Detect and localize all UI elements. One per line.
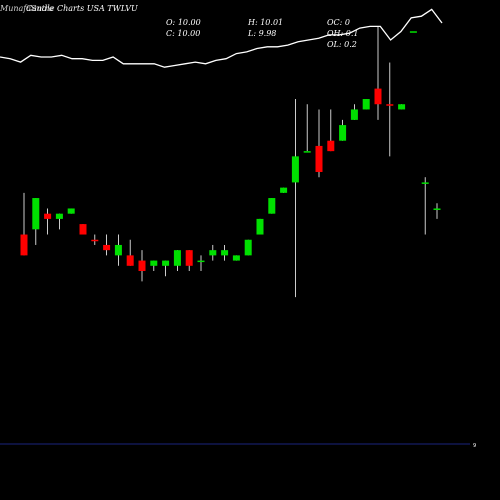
candle-body [339, 125, 347, 141]
axis-tick-label: 9 [473, 443, 476, 449]
ohlc-low: L: 9.98 [248, 28, 276, 40]
close-value: 10.00 [177, 29, 201, 38]
ohlc-ol: OL: 0.2 [327, 39, 357, 51]
title-brand: MunafaSutra [0, 4, 54, 13]
candle-body [327, 140, 335, 152]
candle-body [421, 182, 429, 184]
candle-body [398, 104, 406, 110]
title-text: Candle Charts USA TWLVU [26, 4, 138, 13]
high-label: H: [248, 18, 258, 27]
candle-body [409, 31, 417, 33]
open-label: O: [166, 18, 176, 27]
candle-body [221, 250, 229, 256]
high-value: 10.01 [260, 18, 284, 27]
candle-body [150, 260, 158, 266]
candle-body [280, 187, 288, 193]
candle-body [173, 250, 181, 266]
candle-body [79, 224, 87, 235]
candle-body [268, 198, 276, 214]
ohlc-close: C: 10.00 [166, 28, 200, 40]
oc-label: OC: [327, 18, 343, 27]
candle-body [232, 255, 240, 261]
candle-body [162, 260, 170, 266]
candle-body [55, 213, 63, 219]
candle-body [138, 260, 146, 272]
candle-body [91, 239, 99, 242]
ohlc-high: H: 10.01 [248, 17, 283, 29]
candle-body [67, 208, 75, 214]
candle-body [362, 99, 370, 110]
candle-body [20, 234, 28, 256]
candle-body [303, 151, 311, 153]
candle-body [126, 255, 134, 266]
close-label: C: [166, 29, 175, 38]
open-value: 10.00 [177, 18, 201, 27]
candle-body [185, 250, 193, 266]
candle-body [209, 250, 217, 256]
candle-body [291, 156, 299, 183]
candle-body [315, 145, 323, 172]
candle-body [256, 218, 264, 235]
candle-body [386, 104, 394, 106]
candle-body [197, 260, 205, 263]
candles-group [20, 26, 441, 298]
ohlc-oh: OH: 0.1 [327, 28, 359, 40]
oh-value: 0.1 [345, 29, 359, 38]
oh-label: OH: [327, 29, 344, 38]
candle-body [103, 244, 111, 251]
indicator-line [0, 8, 443, 68]
candle-body [114, 244, 122, 256]
candle-body [374, 88, 382, 105]
candle-body [244, 239, 252, 256]
ol-value: 0.2 [344, 40, 357, 49]
candle-body [433, 208, 441, 210]
candle-body [350, 109, 358, 120]
candle-body [32, 198, 40, 230]
ohlc-oc: OC: 0 [327, 17, 350, 29]
low-value: 9.98 [258, 29, 277, 38]
ol-label: OL: [327, 40, 342, 49]
candle-body [44, 213, 52, 219]
low-label: L: [248, 29, 257, 38]
ohlc-open: O: 10.00 [166, 17, 201, 29]
oc-value: 0 [344, 18, 351, 27]
